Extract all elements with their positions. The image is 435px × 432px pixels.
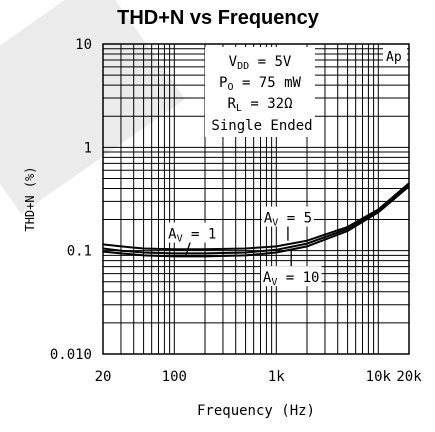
label-part: = 5V	[249, 54, 292, 70]
condition-mode: Single Ended	[211, 118, 312, 134]
series-label-box-2	[260, 266, 322, 287]
label-part: A	[263, 270, 272, 286]
label-part: V	[229, 54, 238, 70]
subscript: V	[272, 218, 278, 229]
subscript: L	[236, 103, 242, 114]
series-label-0: AV = 5	[264, 211, 312, 229]
corner-label-box	[383, 47, 407, 65]
subscript: O	[227, 82, 233, 93]
y-tick-label: 10	[75, 37, 92, 53]
label-part: = 10	[277, 270, 319, 286]
plot-frame	[102, 43, 410, 355]
x-tick-label: 20k	[396, 369, 422, 385]
label-part: R	[227, 96, 236, 112]
x-tick-label: 1k	[268, 369, 285, 385]
curves	[102, 182, 410, 258]
series-label-2: AV = 10	[263, 270, 320, 288]
subscript: DD	[237, 61, 249, 72]
series-label-1: AV = 1	[168, 227, 216, 245]
x-tick-label: 20	[95, 369, 112, 385]
label-part: = 1	[183, 227, 217, 243]
label-part: = 5	[278, 211, 312, 227]
series-line-2	[102, 184, 410, 255]
x-tick-label: 100	[162, 369, 187, 385]
conditions-box	[205, 47, 315, 137]
label-part: A	[168, 227, 177, 243]
series-line-0	[102, 182, 410, 251]
y-axis-label: THD+N (%)	[23, 166, 37, 231]
corner-label: Ap	[386, 50, 402, 65]
label-part: = 32Ω	[242, 96, 293, 112]
condition-vdd: VDD = 5V	[229, 54, 292, 72]
series-label-box-0	[261, 206, 314, 227]
condition-po: PO = 75 mW	[219, 75, 301, 93]
label-part: A	[264, 211, 273, 227]
y-tick-label: 1	[84, 140, 92, 156]
x-tick-label: 10k	[366, 369, 392, 385]
condition-rl: RL = 32Ω	[227, 96, 292, 114]
x-axis-label: Frequency (Hz)	[197, 403, 315, 419]
series-label-box-1	[166, 222, 219, 243]
subscript: V	[271, 277, 277, 288]
label-part: P	[219, 75, 227, 91]
tick-labels: 20 100 1k 10k 20k 10 1 0.1 0.010	[50, 37, 422, 385]
y-tick-label: 0.010	[50, 347, 92, 363]
y-tick-label: 0.1	[67, 244, 92, 260]
label-part: = 75 mW	[234, 75, 302, 91]
subscript: V	[177, 234, 183, 245]
series-line-1	[102, 185, 410, 258]
chart-title: THD+N vs Frequency	[117, 7, 320, 29]
